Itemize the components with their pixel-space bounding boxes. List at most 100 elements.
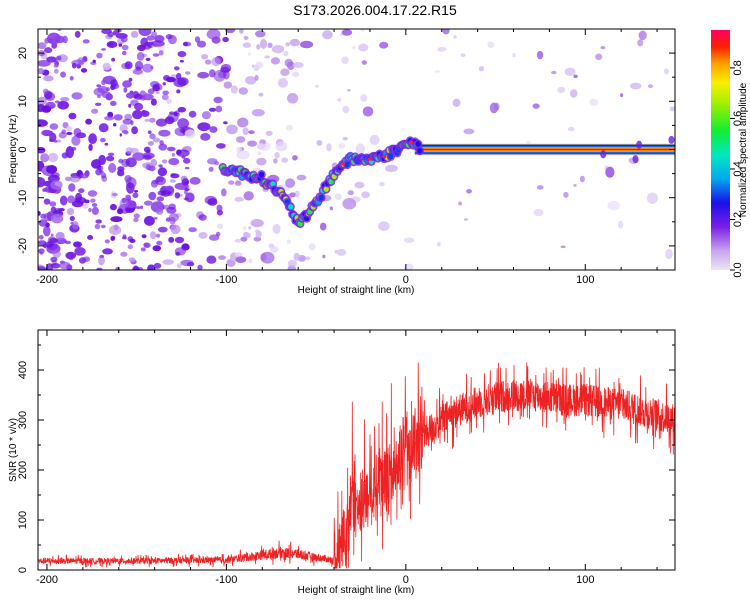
noise-blob	[247, 140, 257, 147]
noise-blob	[569, 89, 578, 98]
track-blob-core	[417, 148, 423, 154]
noise-blob	[379, 41, 389, 49]
noise-blob	[107, 152, 115, 157]
noise-blob	[110, 236, 115, 241]
noise-blob	[308, 243, 316, 251]
noise-blob	[175, 252, 181, 256]
signal-speckle	[632, 155, 639, 164]
noise-blob	[234, 252, 243, 257]
noise-blob	[341, 29, 353, 36]
track-blob-core	[388, 153, 394, 160]
noise-blob	[95, 168, 102, 176]
noise-blob	[109, 203, 117, 211]
noise-blob	[289, 38, 301, 47]
noise-blob	[127, 236, 134, 242]
noise-blob	[147, 141, 154, 146]
noise-blob	[369, 134, 380, 145]
noise-blob	[322, 30, 333, 40]
noise-blob	[82, 256, 91, 263]
noise-blob	[54, 100, 60, 104]
noise-blob	[154, 217, 158, 220]
noise-blob	[171, 152, 175, 157]
noise-blob	[132, 109, 143, 120]
snr-y-tick-label: 300	[17, 411, 29, 429]
noise-blob	[196, 40, 207, 48]
noise-blob	[358, 43, 369, 52]
noise-blob	[355, 143, 365, 155]
noise-blob	[132, 192, 139, 199]
noise-blob	[284, 58, 293, 68]
noise-blob	[360, 94, 368, 102]
noise-blob	[46, 165, 58, 174]
noise-blob	[54, 207, 62, 214]
noise-blob	[100, 172, 107, 179]
noise-blob	[296, 174, 307, 181]
snr-x-tick-label: -100	[215, 574, 237, 586]
noise-blob	[285, 42, 291, 47]
noise-blob	[208, 107, 217, 112]
noise-blob	[669, 106, 675, 112]
noise-blob	[188, 227, 197, 233]
snr-y-tick-label: 0	[17, 567, 29, 573]
noise-blob	[125, 194, 131, 199]
noise-blob	[126, 182, 135, 194]
noise-blob	[49, 123, 59, 130]
noise-blob	[98, 256, 105, 266]
noise-blob	[119, 198, 129, 210]
noise-blob	[91, 109, 97, 114]
noise-blob	[177, 106, 186, 113]
noise-blob	[487, 41, 495, 48]
noise-blob	[139, 205, 144, 210]
noise-blob	[281, 157, 289, 163]
noise-blob	[43, 198, 51, 205]
noise-blob	[90, 198, 96, 203]
noise-blob	[71, 135, 81, 146]
noise-blob	[665, 248, 673, 260]
noise-blob	[316, 140, 323, 146]
noise-blob	[55, 231, 65, 241]
noise-blob	[270, 57, 281, 65]
noise-blob	[239, 29, 244, 34]
noise-blob	[134, 60, 144, 71]
noise-blob	[605, 166, 615, 178]
snr-frame	[37, 329, 676, 571]
noise-blob	[131, 126, 139, 135]
snr-x-tick-label: 100	[576, 574, 594, 586]
noise-blob	[322, 254, 326, 259]
noise-blob	[156, 240, 163, 246]
noise-blob	[287, 259, 297, 268]
track-blob-core	[318, 194, 324, 201]
noise-blob	[379, 182, 385, 187]
noise-blob	[122, 118, 133, 125]
noise-blob	[264, 55, 270, 59]
noise-blob	[329, 206, 333, 211]
noise-blob	[354, 181, 365, 189]
noise-blob	[170, 224, 181, 235]
noise-blob	[124, 175, 132, 183]
noise-blob	[536, 185, 544, 190]
noise-blob	[122, 236, 127, 240]
noise-blob	[283, 50, 289, 57]
noise-blob	[91, 203, 98, 207]
noise-blob	[463, 218, 468, 221]
snr-x-tick-label: -200	[36, 574, 58, 586]
noise-blob	[197, 264, 203, 270]
noise-blob	[142, 63, 154, 73]
noise-blob	[300, 40, 314, 49]
colorbar-label: Normalized spectral amplitude	[738, 82, 749, 217]
noise-blob	[84, 199, 90, 204]
spectrogram-x-tick-label: 0	[403, 274, 409, 286]
noise-blob	[278, 78, 288, 88]
snr-y-tick-label: 200	[17, 461, 29, 479]
noise-blob	[204, 195, 217, 205]
noise-blob	[162, 82, 166, 86]
noise-blob	[162, 259, 174, 265]
noise-blob	[94, 223, 101, 230]
spectrogram-signal-track	[218, 135, 675, 229]
snr-y-tick-label: 400	[17, 361, 29, 379]
noise-blob	[342, 136, 348, 141]
noise-blob	[105, 155, 115, 162]
noise-blob	[437, 242, 441, 247]
noise-blob	[111, 57, 115, 62]
noise-blob	[38, 266, 47, 270]
